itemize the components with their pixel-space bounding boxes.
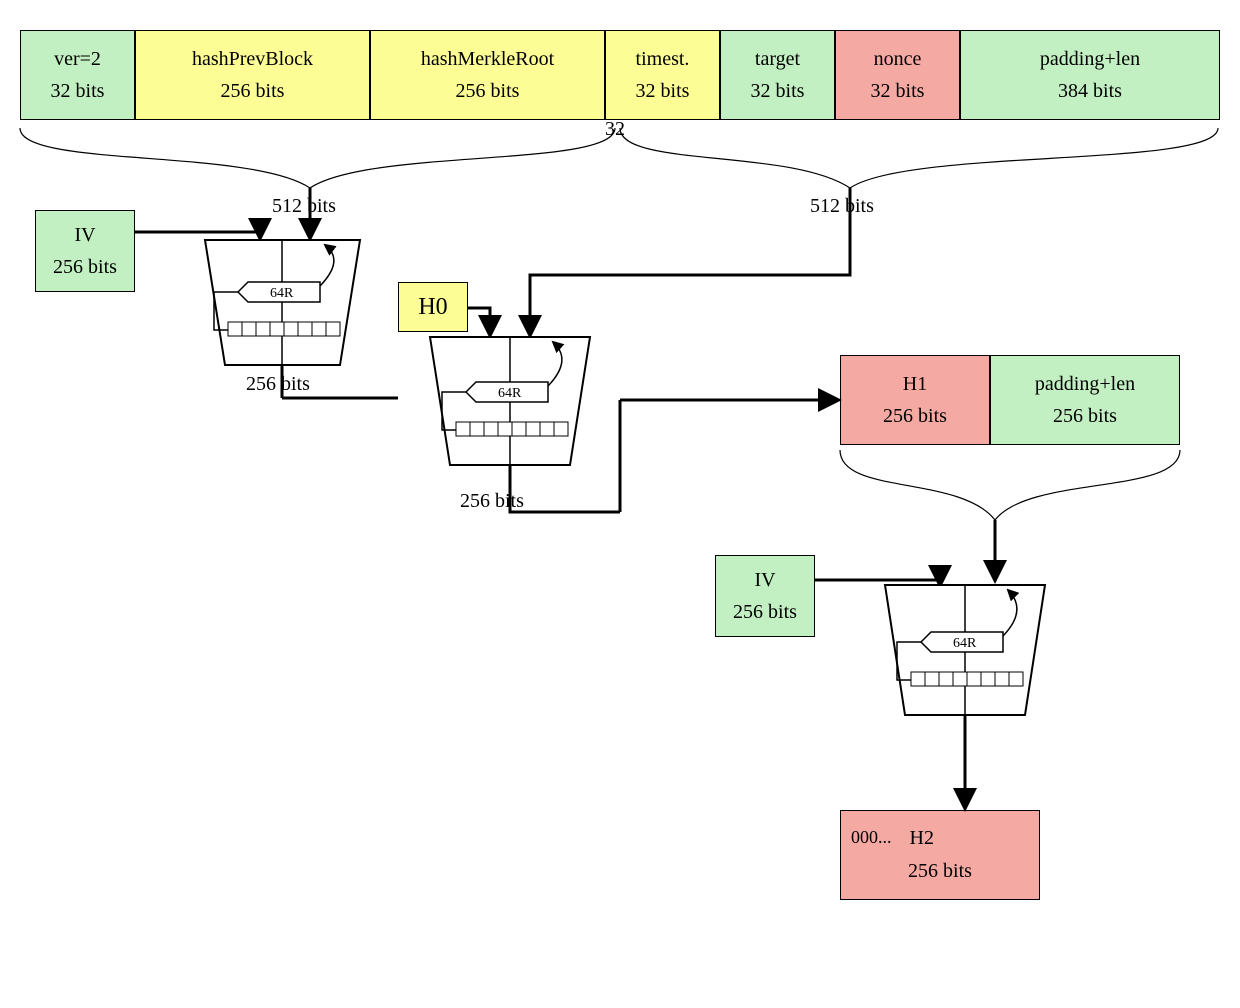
header-field-5: nonce32 bits: [835, 30, 960, 120]
header-field-1: hashPrevBlock256 bits: [135, 30, 370, 120]
h1row-field-1: padding+len256 bits: [990, 355, 1180, 445]
iv2-bits: 256 bits: [733, 596, 797, 628]
header-field-bits: 384 bits: [1058, 75, 1122, 107]
h2-box: 000... H2 256 bits: [840, 810, 1040, 900]
header-field-bits: 32 bits: [871, 75, 925, 107]
brace-h1: [840, 450, 1180, 520]
header-field-bits: 32 bits: [751, 75, 805, 107]
comp2-rounds-label: 64R: [498, 386, 522, 401]
h2-prefix: 000...: [851, 827, 892, 850]
brace-right: [620, 128, 1218, 188]
h0-label: H0: [418, 294, 447, 321]
h1row-field-0: H1256 bits: [840, 355, 990, 445]
h2-label: H2: [910, 827, 934, 850]
iv1-box: IV 256 bits: [35, 210, 135, 292]
iv2-box: IV 256 bits: [715, 555, 815, 637]
comp2-out-down: [510, 465, 620, 512]
header-field-label: hashPrevBlock: [192, 43, 313, 75]
header-field-3: timest.32 bits: [605, 30, 720, 120]
diagram-svg: 64R 64R: [0, 0, 1240, 1008]
comp2-output-bits: 256 bits: [460, 490, 524, 513]
arrow-iv2: [815, 580, 940, 585]
iv1-bits: 256 bits: [53, 251, 117, 283]
header-field-label: padding+len: [1040, 43, 1140, 75]
compression-1: 64R: [205, 240, 360, 365]
header-field-0: ver=232 bits: [20, 30, 135, 120]
header-field-bits: 256 bits: [221, 75, 285, 107]
iv2-label: IV: [754, 564, 775, 596]
header-field-bits: 256 bits: [456, 75, 520, 107]
h2-bits: 256 bits: [841, 860, 1039, 883]
split-label-right: 512 bits: [810, 195, 874, 218]
arrow-right-512-to-comp2: [530, 188, 850, 335]
arrow-iv1: [135, 232, 260, 238]
comp1-output-bits: 256 bits: [246, 373, 310, 396]
split-label-left: 512 bits: [272, 195, 336, 218]
header-field-label: timest.: [636, 43, 690, 75]
header-field-6: padding+len384 bits: [960, 30, 1220, 120]
header-field-label: target: [755, 43, 800, 75]
iv1-label: IV: [74, 219, 95, 251]
brace-left: [20, 128, 615, 188]
header-field-label: nonce: [874, 43, 922, 75]
mid-32-label: 32: [605, 118, 625, 141]
header-field-label: hashMerkleRoot: [421, 43, 554, 75]
compression-3: 64R: [885, 585, 1045, 715]
compression-2: 64R: [430, 337, 590, 465]
h0-box: H0: [398, 282, 468, 332]
comp1-rounds-label: 64R: [270, 286, 294, 301]
header-field-bits: 32 bits: [636, 75, 690, 107]
header-field-label: ver=2: [54, 43, 101, 75]
comp3-rounds-label: 64R: [953, 636, 977, 651]
header-field-2: hashMerkleRoot256 bits: [370, 30, 605, 120]
arrow-h0-to-comp2: [468, 308, 490, 335]
header-field-4: target32 bits: [720, 30, 835, 120]
header-field-bits: 32 bits: [51, 75, 105, 107]
